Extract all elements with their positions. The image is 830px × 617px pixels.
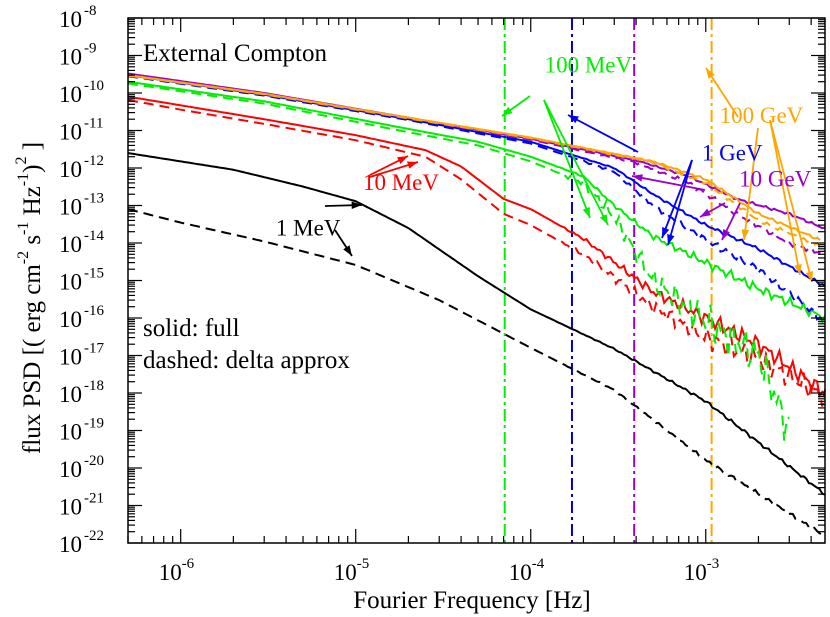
y-tick-exponent: -11 — [84, 116, 103, 132]
label-arrowhead — [722, 229, 730, 240]
label-arrowhead — [662, 227, 670, 238]
series-1-gev-delta — [127, 75, 826, 323]
axis-ticks — [127, 17, 825, 544]
label-arrow — [567, 114, 639, 153]
label-arrow — [661, 159, 693, 239]
y-tick-exponent: -14 — [84, 228, 104, 244]
label-arrow — [631, 175, 706, 191]
label-arrow — [543, 99, 609, 226]
y-tick-exponent: -8 — [84, 3, 97, 19]
y-tick-label: 10 — [59, 232, 82, 257]
label-arrow — [769, 119, 813, 283]
y-tick-exponent: -10 — [84, 78, 104, 94]
label-arrowhead — [502, 106, 513, 116]
series-10-mev-delta — [127, 99, 826, 407]
series-1-mev-delta — [127, 208, 826, 539]
y-tick-label: 10 — [59, 82, 82, 107]
y-tick-label: 10 — [59, 195, 82, 220]
x-tick-label: 10-5 — [334, 556, 370, 585]
label-arrowhead — [700, 208, 711, 217]
y-tick-label: 10 — [59, 495, 82, 520]
label-arrow — [543, 99, 591, 219]
chart-title: External Compton — [143, 40, 327, 67]
series-label-1-gev: 1 GeV — [702, 140, 763, 165]
series-1-mev-full — [127, 152, 826, 496]
y-tick-exponent: -21 — [84, 491, 104, 507]
psd-curves — [127, 72, 826, 539]
label-arrowhead — [351, 201, 362, 210]
y-tick-label: 10 — [59, 457, 82, 482]
y-tick-exponent: -15 — [84, 266, 104, 282]
y-tick-exponent: -9 — [84, 41, 97, 57]
label-arrowhead — [794, 264, 802, 275]
y-tick-label: 10 — [59, 382, 82, 407]
y-tick-label: 10 — [59, 532, 82, 557]
series-100-mev-delta — [127, 82, 790, 441]
series-100-gev-delta — [127, 74, 821, 249]
series-label-10-gev: 10 GeV — [739, 167, 812, 192]
vertical-marker-lines — [503, 18, 713, 543]
y-tick-exponent: -17 — [84, 341, 104, 357]
label-arrowhead — [407, 161, 418, 169]
label-arrowhead — [568, 115, 579, 124]
label-arrow — [667, 159, 693, 246]
y-tick-exponent: -18 — [84, 378, 104, 394]
y-tick-label: 10 — [59, 345, 82, 370]
y-tick-exponent: -12 — [84, 153, 104, 169]
series-label-1-mev: 1 MeV — [276, 215, 341, 240]
y-tick-label: 10 — [59, 270, 82, 295]
y-tick-label: 10 — [59, 420, 82, 445]
label-arrowhead — [667, 234, 675, 245]
label-arrowhead — [706, 68, 715, 79]
y-tick-exponent: -22 — [84, 528, 104, 544]
legend-note-dashed: dashed: delta approx — [143, 347, 350, 374]
legend-note-solid: solid: full — [143, 315, 240, 342]
x-axis-label: Fourier Frequency [Hz] — [353, 587, 590, 614]
y-tick-label: 10 — [59, 307, 82, 332]
x-tick-label: 10-6 — [159, 556, 195, 585]
y-tick-label: 10 — [59, 157, 82, 182]
label-arrowhead — [582, 207, 590, 218]
series-label-10-mev: 10 MeV — [363, 170, 439, 195]
y-tick-label: 10 — [59, 7, 82, 32]
series-label-100-gev: 100 GeV — [720, 103, 804, 128]
y-tick-label: 10 — [59, 120, 82, 145]
label-arrow — [769, 119, 801, 276]
label-arrowhead — [632, 174, 643, 182]
y-tick-exponent: -19 — [84, 416, 104, 432]
series-100-mev-full — [127, 80, 826, 324]
label-arrowhead — [741, 229, 750, 240]
label-arrow — [743, 127, 759, 241]
x-tick-label: 10-3 — [684, 556, 720, 585]
y-axis-label: flux PSD [( erg cm-2 s-1 Hz-1)2 ] — [13, 142, 46, 454]
label-arrowhead — [599, 214, 608, 225]
y-tick-exponent: -16 — [84, 303, 104, 319]
series-label-100-mev: 100 MeV — [545, 53, 633, 78]
label-arrowhead — [343, 245, 352, 256]
x-tick-label: 10-4 — [509, 556, 545, 585]
label-arrowhead — [805, 271, 814, 282]
label-arrowhead — [397, 156, 408, 164]
y-tick-label: 10 — [59, 45, 82, 70]
label-arrows — [324, 67, 814, 283]
y-tick-exponent: -13 — [84, 191, 104, 207]
y-tick-exponent: -20 — [84, 453, 104, 469]
